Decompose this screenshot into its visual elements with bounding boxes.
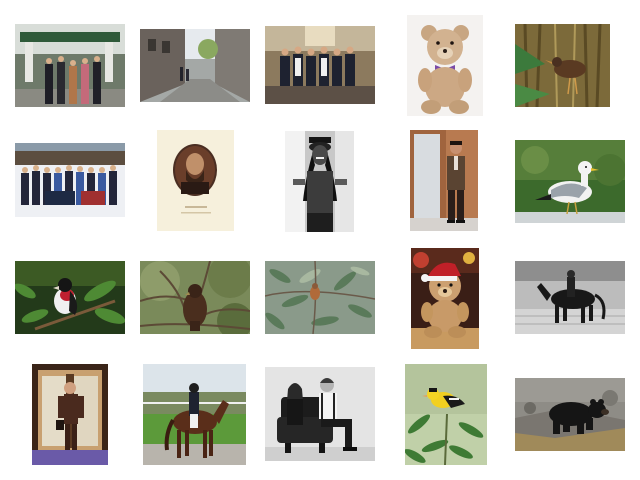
thumbnail-horse-rider-water[interactable] xyxy=(515,261,625,334)
thumbnail-teddy-bear[interactable] xyxy=(407,15,483,116)
thumbnail-teddy-bear-hat[interactable] xyxy=(411,248,479,349)
thumbnail-man-in-suit[interactable] xyxy=(410,130,478,231)
thumbnail-hawk-in-tree[interactable] xyxy=(140,261,250,334)
thumbnail-vintage-portrait[interactable] xyxy=(157,130,234,231)
thumbnail-black-bear[interactable] xyxy=(515,378,625,451)
thumbnail-goldfinch[interactable] xyxy=(405,364,487,465)
thumbnail-horse-rider-field[interactable] xyxy=(143,364,246,465)
thumbnail-bird-in-reeds[interactable] xyxy=(515,24,610,107)
thumbnail-street-alley[interactable] xyxy=(140,29,250,102)
thumbnail-bird-in-foliage[interactable] xyxy=(265,261,375,334)
thumbnail-woman-smiling[interactable] xyxy=(285,131,354,232)
thumbnail-man-walking[interactable] xyxy=(32,364,108,465)
thumbnail-seagull[interactable] xyxy=(515,140,625,223)
thumbnail-couple-sofa[interactable] xyxy=(265,367,375,461)
thumbnail-group-indoor[interactable] xyxy=(265,26,375,104)
thumbnail-bird-on-branch[interactable] xyxy=(15,261,125,334)
thumbnail-group-outdoor[interactable] xyxy=(15,24,125,107)
thumbnail-group-snow[interactable] xyxy=(15,143,125,217)
